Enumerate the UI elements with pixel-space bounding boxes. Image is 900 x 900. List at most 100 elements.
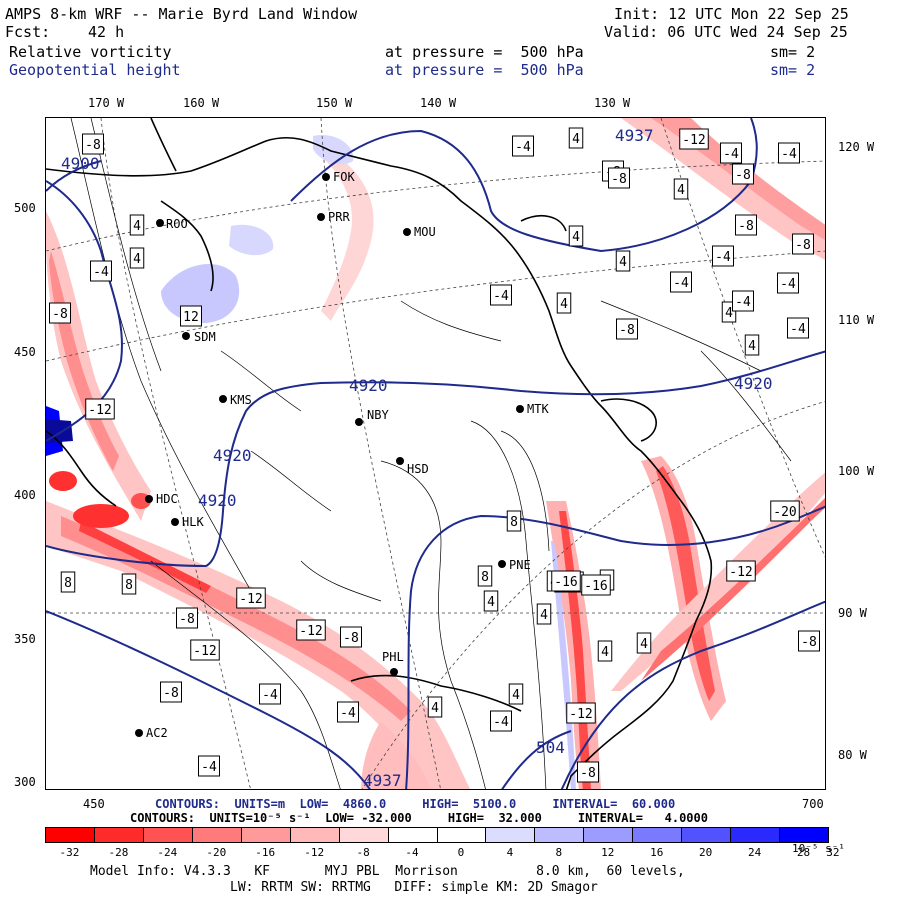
colorbar-cell (485, 827, 536, 843)
svg-text:-4: -4 (781, 147, 797, 162)
svg-text:ROO: ROO (166, 217, 188, 231)
svg-text:-4: -4 (723, 147, 739, 162)
lon-label-right: 120 W (838, 140, 875, 154)
svg-text:4: 4 (619, 255, 627, 270)
vorticity-label: -4 (90, 260, 112, 282)
vorticity-label: -8 (82, 133, 104, 155)
vorticity-label: -4 (712, 245, 734, 267)
vorticity-label: 4 (615, 250, 631, 272)
vorticity-label: 4 (673, 178, 689, 200)
station-ac2: AC2 (135, 726, 168, 740)
svg-text:-8: -8 (611, 172, 627, 187)
field2-level: at pressure = 500 hPa (385, 61, 584, 79)
svg-text:4: 4 (560, 297, 568, 312)
vorticity-label: -20 (770, 500, 800, 522)
height-label: 4920 (349, 376, 388, 395)
vorticity-label: -8 (732, 163, 754, 185)
vorticity-label: -12 (85, 398, 115, 420)
vorticity-label: -4 (787, 317, 809, 339)
svg-text:PRR: PRR (328, 210, 350, 224)
colorbar-tick: 20 (699, 846, 713, 859)
svg-text:SDM: SDM (194, 330, 216, 344)
vorticity-label: 8 (477, 565, 493, 587)
vorticity-label: 4 (427, 696, 443, 718)
colorbar-tick: 0 (457, 846, 465, 859)
field2-smoothing: sm= 2 (770, 61, 816, 79)
vorticity-label: 4 (129, 247, 145, 269)
svg-text:4: 4 (540, 608, 548, 623)
svg-text:MOU: MOU (414, 225, 436, 239)
valid-time: Valid: 06 UTC Wed 24 Sep 25 (604, 23, 848, 41)
svg-text:-4: -4 (790, 322, 806, 337)
lon-label-right: 110 W (838, 313, 875, 327)
svg-text:8: 8 (64, 576, 72, 591)
svg-text:-12: -12 (299, 624, 322, 639)
vorticity-label: -12 (726, 560, 756, 582)
vorticity-label: -8 (616, 318, 638, 340)
svg-text:-4: -4 (715, 250, 731, 265)
station-sdm: SDM (182, 330, 216, 344)
svg-text:HLK: HLK (182, 515, 204, 529)
grid-label-left: 350 (14, 632, 36, 646)
colorbar-cell (779, 827, 829, 843)
svg-text:8: 8 (481, 570, 489, 585)
vorticity-label: -8 (577, 761, 599, 783)
colorbar-cell (338, 827, 389, 843)
svg-text:8: 8 (125, 578, 133, 593)
svg-text:-12: -12 (239, 592, 262, 607)
station-kms: KMS (219, 393, 252, 407)
svg-text:-12: -12 (569, 707, 592, 722)
height-label: 4937 (363, 771, 402, 790)
lon-label-top: 140 W (420, 96, 457, 110)
colorbar-cell (93, 827, 144, 843)
vorticity-label: -8 (340, 626, 362, 648)
vorticity-label: -12 (296, 619, 326, 641)
vorticity-label: -4 (259, 683, 281, 705)
svg-text:AC2: AC2 (146, 726, 168, 740)
forecast-label: Fcst: (5, 23, 51, 41)
colorbar-tick: 24 (747, 846, 762, 859)
vorticity-label: -8 (608, 167, 630, 189)
colorbar-cell (289, 827, 340, 843)
svg-text:HDC: HDC (156, 492, 178, 506)
grid-label-bottom: 450 (83, 797, 105, 811)
vorticity-label: -4 (777, 272, 799, 294)
svg-text:-12: -12 (682, 133, 705, 148)
vorticity-label: 8 (60, 571, 76, 593)
svg-text:-8: -8 (795, 238, 811, 253)
station-hdc: HDC (145, 492, 178, 506)
colorbar-tick: -8 (356, 846, 370, 859)
vorticity-label: 4 (636, 632, 652, 654)
field2-name: Geopotential height (9, 61, 181, 79)
vorticity-label: -12 (679, 128, 709, 150)
svg-text:-8: -8 (580, 766, 596, 781)
svg-text:-4: -4 (340, 706, 356, 721)
station-roo: ROO (156, 217, 188, 231)
height-label: 4920 (734, 374, 773, 393)
colorbar-tick: -32 (59, 846, 80, 859)
vorticity-label: -12 (236, 587, 266, 609)
colorbar-tick: 32 (826, 846, 840, 859)
svg-text:4: 4 (640, 637, 648, 652)
vorticity-label: -4 (670, 271, 692, 293)
forecast-hour: 42 h (88, 23, 125, 41)
vorticity-labels: -8-8444-4-8-4-44-8-12-8-8-444-44-4-8-44-… (49, 127, 820, 783)
svg-text:KMS: KMS (230, 393, 252, 407)
height-label: 504 (536, 738, 565, 757)
colorbar-cell (583, 827, 634, 843)
colorbar-tick: -4 (405, 846, 419, 859)
station-pne: PNE (498, 558, 531, 572)
svg-text:8: 8 (510, 515, 518, 530)
colorbar-cell (632, 827, 683, 843)
svg-text:4: 4 (748, 339, 756, 354)
vorticity-label: -4 (732, 290, 754, 312)
lon-label-top: 170 W (88, 96, 125, 110)
station-nby: NBY (355, 408, 389, 426)
svg-text:-4: -4 (515, 140, 531, 155)
svg-text:-12: -12 (729, 565, 752, 580)
map-title: AMPS 8-km WRF -- Marie Byrd Land Window (5, 5, 358, 23)
svg-text:NBY: NBY (367, 408, 389, 422)
colorbar-cell (534, 827, 585, 843)
svg-text:PNE: PNE (509, 558, 531, 572)
lon-label-right: 80 W (838, 748, 867, 762)
